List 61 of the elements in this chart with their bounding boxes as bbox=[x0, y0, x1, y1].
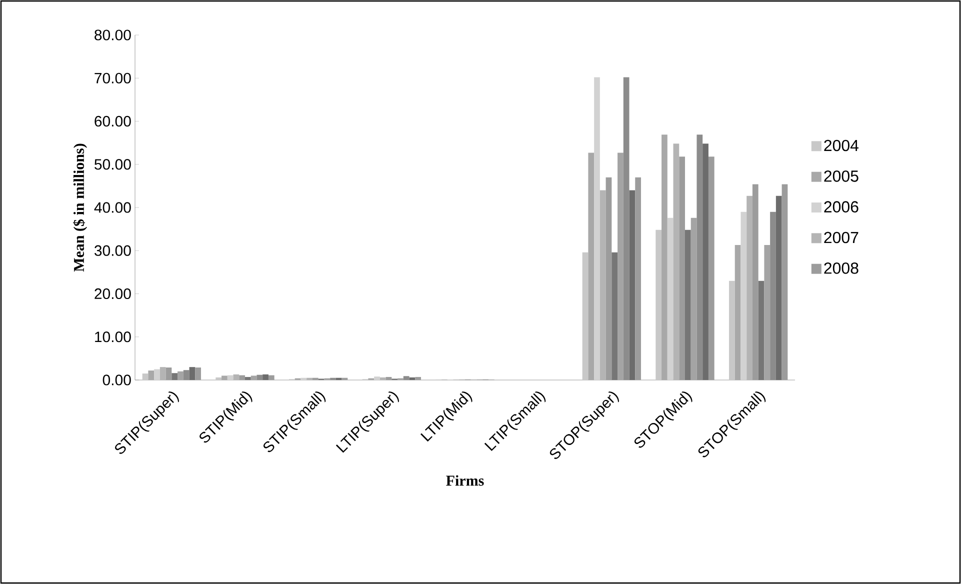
legend-label: 2005 bbox=[824, 170, 858, 182]
bar bbox=[233, 374, 240, 380]
bar bbox=[250, 376, 257, 380]
bar bbox=[160, 367, 166, 380]
legend-label: 2008 bbox=[824, 262, 858, 274]
bar bbox=[178, 371, 184, 380]
bar bbox=[222, 376, 228, 380]
bar bbox=[386, 376, 392, 380]
bar bbox=[166, 367, 172, 380]
bar bbox=[195, 367, 201, 380]
bar bbox=[673, 144, 680, 380]
bar bbox=[262, 374, 268, 380]
bar bbox=[594, 77, 600, 380]
bar bbox=[629, 190, 636, 380]
bar bbox=[588, 152, 594, 380]
bar bbox=[679, 156, 685, 380]
bar bbox=[662, 134, 668, 380]
bar bbox=[239, 375, 245, 380]
legend-label: 2006 bbox=[824, 201, 858, 212]
bar bbox=[618, 152, 624, 380]
y-tick-label: 10.00 bbox=[95, 332, 131, 342]
legend-label: 2004 bbox=[824, 140, 859, 152]
bar bbox=[380, 377, 386, 380]
bar bbox=[708, 156, 714, 380]
bar bbox=[189, 367, 196, 380]
bar bbox=[776, 196, 782, 380]
bar bbox=[142, 374, 148, 380]
bar bbox=[635, 177, 641, 380]
y-tick-label: 30.00 bbox=[94, 245, 131, 256]
bar bbox=[656, 230, 662, 380]
bar bbox=[746, 196, 752, 380]
bar bbox=[600, 190, 606, 380]
x-axis-title: Firms bbox=[446, 475, 484, 486]
bar bbox=[148, 370, 154, 380]
y-tick-label: 50.00 bbox=[94, 159, 131, 170]
bar bbox=[582, 252, 588, 380]
bar bbox=[740, 212, 747, 380]
bar bbox=[216, 377, 222, 380]
bar bbox=[227, 375, 234, 380]
bar bbox=[764, 245, 770, 380]
bar bbox=[702, 144, 708, 380]
y-tick-label: 60.00 bbox=[94, 116, 131, 127]
bar bbox=[409, 377, 416, 380]
bar bbox=[690, 218, 697, 380]
y-axis-title: Mean ($ in millions) bbox=[73, 144, 88, 272]
bar bbox=[729, 280, 735, 380]
y-tick-label: 70.00 bbox=[94, 72, 131, 84]
y-tick-label: 80.00 bbox=[94, 30, 131, 40]
bar bbox=[374, 376, 380, 380]
bar bbox=[154, 369, 160, 380]
bar bbox=[667, 218, 674, 380]
legend-label: 2007 bbox=[824, 232, 858, 244]
bar bbox=[606, 177, 612, 380]
bar bbox=[782, 184, 788, 380]
y-tick-label: 20.00 bbox=[94, 288, 131, 300]
bar bbox=[734, 245, 741, 380]
bar bbox=[415, 376, 422, 380]
y-tick-label: 40.00 bbox=[94, 202, 131, 213]
bar bbox=[268, 375, 274, 380]
y-tick-label: 0.00 bbox=[102, 374, 131, 386]
bar bbox=[752, 184, 758, 380]
